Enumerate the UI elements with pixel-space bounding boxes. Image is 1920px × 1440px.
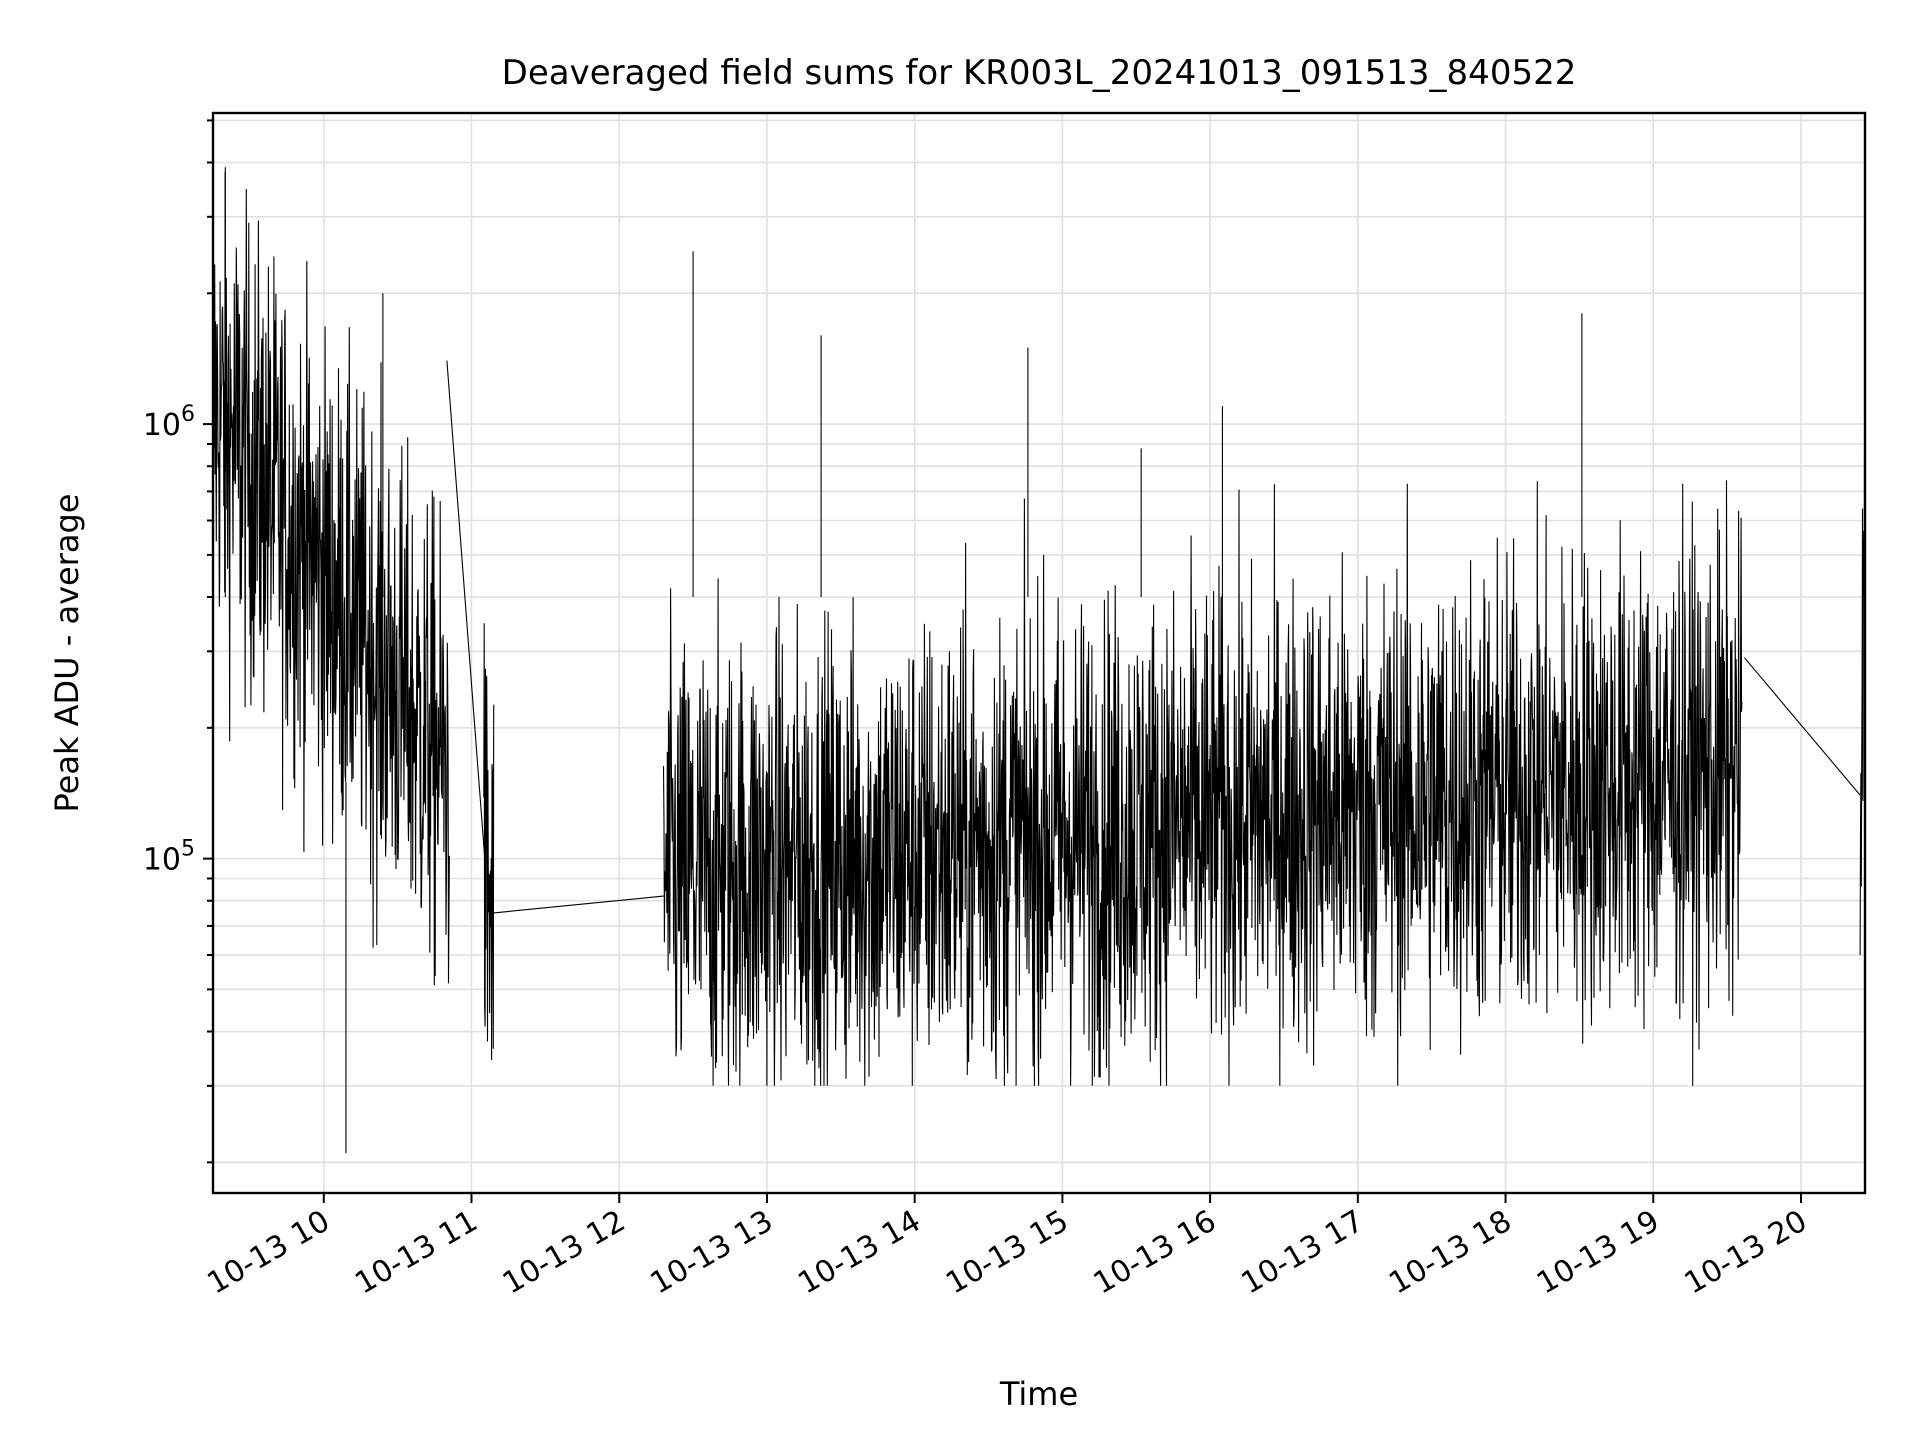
- x-tick-label: 10-13 15: [940, 1204, 1074, 1302]
- x-tick-label: 10-13 13: [645, 1204, 779, 1302]
- grid: [213, 113, 1865, 1193]
- x-axis-label: Time: [999, 1375, 1078, 1413]
- plot-frame: [211, 111, 1867, 1195]
- chart-title: Deaveraged field sums for KR003L_2024101…: [502, 53, 1577, 93]
- x-tick-label: 10-13 19: [1531, 1204, 1665, 1302]
- x-tick-label: 10-13 11: [349, 1204, 483, 1302]
- series-connector: [493, 895, 664, 914]
- series-segment: [662, 480, 1743, 1086]
- x-tick-label: 10-13 20: [1679, 1204, 1813, 1302]
- x-axis-ticks: 10-13 10 10-13 11 10-13 12 10-13 13 10-13 14…: [201, 1193, 1813, 1301]
- y-tick-label: 105: [143, 837, 195, 878]
- plot-area: [213, 167, 1865, 1154]
- x-tick-label: 10-13 12: [497, 1204, 631, 1302]
- x-tick-label: 10-13 17: [1236, 1204, 1370, 1302]
- y-axis-label: Peak ADU - average: [48, 494, 86, 813]
- x-tick-label: 10-13 10: [201, 1204, 335, 1302]
- y-axis-ticks: 105 106: [143, 119, 213, 1164]
- x-tick-label: 10-13 14: [792, 1204, 926, 1302]
- series-segment: [213, 172, 450, 986]
- series-connector: [446, 360, 487, 879]
- x-tick-label: 10-13 16: [1088, 1204, 1222, 1302]
- series-group: [213, 167, 1865, 1154]
- series-segment: [483, 623, 495, 1061]
- series-connector: [1743, 657, 1861, 796]
- x-tick-label: 10-13 18: [1383, 1204, 1517, 1302]
- y-tick-label: 106: [143, 402, 195, 443]
